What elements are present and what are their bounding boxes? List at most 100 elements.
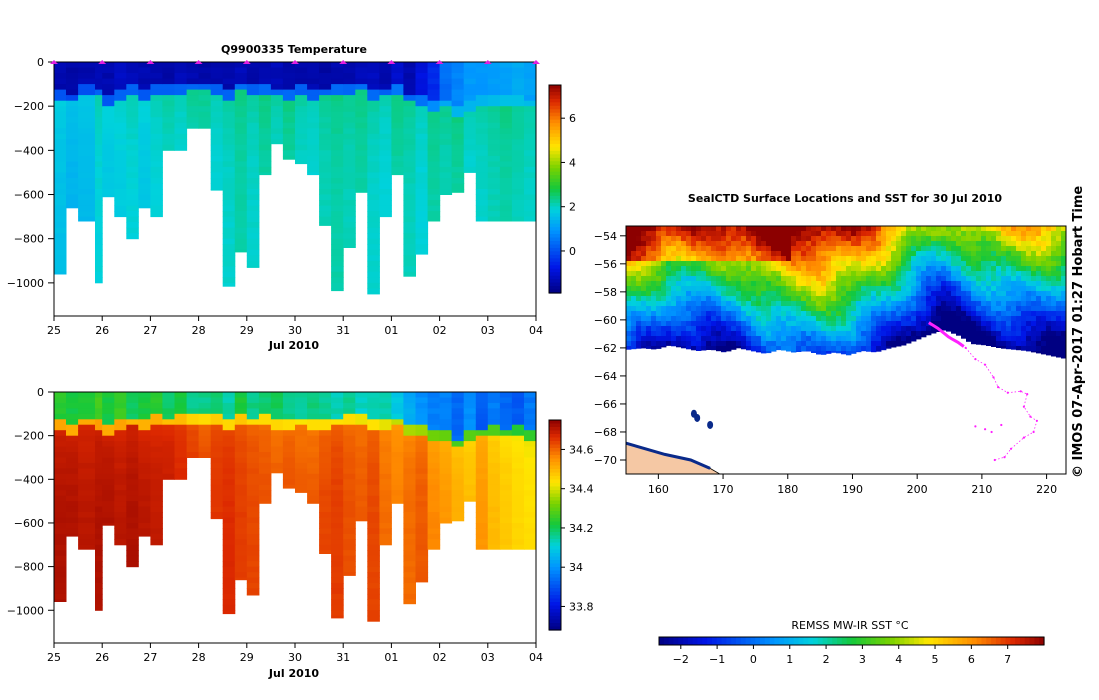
sst-cell — [786, 246, 792, 252]
sst-cell — [881, 286, 887, 292]
sst-cell — [636, 331, 642, 337]
data-cell — [451, 178, 465, 184]
sst-cell — [656, 291, 662, 297]
sst-cell — [1026, 256, 1032, 262]
data-cell — [319, 155, 332, 162]
data-cell — [114, 397, 127, 404]
data-cell — [246, 238, 260, 245]
sst-cell — [941, 301, 947, 307]
data-cell — [138, 402, 151, 409]
data-cell — [95, 161, 103, 168]
data-cell — [475, 473, 489, 480]
data-cell — [95, 424, 103, 431]
data-cell — [463, 490, 477, 497]
sst-cell — [791, 336, 797, 342]
sst-cell — [816, 241, 822, 247]
sst-colorbar-cell — [928, 637, 934, 645]
sst-cell — [661, 281, 667, 287]
sst-cell — [731, 291, 737, 297]
data-cell — [415, 555, 429, 562]
sst-cell — [861, 286, 867, 292]
sst-cell — [786, 266, 792, 272]
sst-cell — [821, 306, 827, 312]
data-cell — [174, 111, 188, 118]
data-cell — [150, 501, 163, 508]
sst-cell — [791, 246, 797, 252]
data-cell — [451, 484, 465, 491]
data-cell — [524, 178, 536, 184]
sst-cell — [936, 261, 942, 267]
sst-cell — [676, 296, 682, 302]
sst-cell — [991, 316, 997, 322]
data-cell — [102, 111, 115, 118]
data-cell — [415, 122, 429, 129]
data-cell — [234, 117, 248, 124]
sst-cell — [781, 266, 787, 272]
sst-cell — [876, 321, 882, 327]
data-cell — [114, 166, 127, 173]
sst-cell — [831, 241, 837, 247]
sst-cell — [646, 276, 652, 282]
data-cell — [511, 424, 525, 431]
data-cell — [210, 67, 224, 74]
data-cell — [66, 117, 79, 124]
data-cell — [487, 111, 501, 118]
data-cell — [367, 216, 380, 223]
data-cell — [415, 397, 429, 404]
data-cell — [343, 506, 356, 513]
colorbar-cell — [549, 598, 561, 603]
data-cell — [282, 67, 296, 74]
data-cell — [451, 133, 465, 140]
data-cell — [150, 419, 163, 426]
data-cell — [524, 95, 536, 102]
sst-cell — [891, 326, 897, 332]
sst-cell — [736, 251, 742, 257]
data-cell — [391, 413, 404, 420]
data-cell — [524, 446, 536, 453]
data-cell — [258, 111, 272, 118]
data-cell — [499, 178, 513, 184]
sst-cell — [641, 321, 647, 327]
sst-colorbar-cell — [697, 637, 703, 645]
sst-cell — [1001, 276, 1007, 282]
sst-cell — [816, 336, 822, 342]
data-cell — [331, 457, 344, 464]
sst-cell — [686, 256, 692, 262]
data-cell — [126, 67, 139, 74]
sst-cell — [666, 321, 672, 327]
sst-cell — [666, 231, 672, 237]
sst-cell — [691, 286, 697, 292]
data-cell — [126, 222, 139, 229]
data-cell — [174, 84, 188, 91]
sst-cell — [651, 296, 657, 302]
data-cell — [451, 473, 465, 480]
sst-cell — [836, 301, 842, 307]
data-cell — [258, 468, 272, 475]
sst-cell — [841, 276, 847, 282]
data-cell — [487, 397, 501, 404]
sst-cell — [766, 296, 772, 302]
data-cell — [210, 468, 224, 475]
sst-cell — [886, 281, 892, 287]
sst-cell — [1011, 256, 1017, 262]
data-cell — [343, 166, 356, 173]
sst-cell — [716, 311, 722, 317]
sst-cell — [991, 226, 997, 232]
data-cell — [415, 517, 429, 524]
data-cell — [379, 490, 392, 497]
data-cell — [499, 408, 513, 415]
data-cell — [234, 468, 248, 475]
sst-cell — [986, 266, 992, 272]
sst-cell — [791, 286, 797, 292]
data-cell — [307, 484, 320, 491]
sst-cell — [631, 276, 637, 282]
sst-cell — [721, 281, 727, 287]
sst-cell — [971, 331, 977, 337]
data-cell — [126, 117, 139, 124]
sst-cell — [1006, 331, 1012, 337]
sst-cell — [631, 296, 637, 302]
sst-cell — [831, 316, 837, 322]
colorbar-cell — [549, 535, 561, 540]
y-tick-label: 0 — [37, 56, 44, 69]
x-tick-label: 02 — [433, 324, 447, 337]
